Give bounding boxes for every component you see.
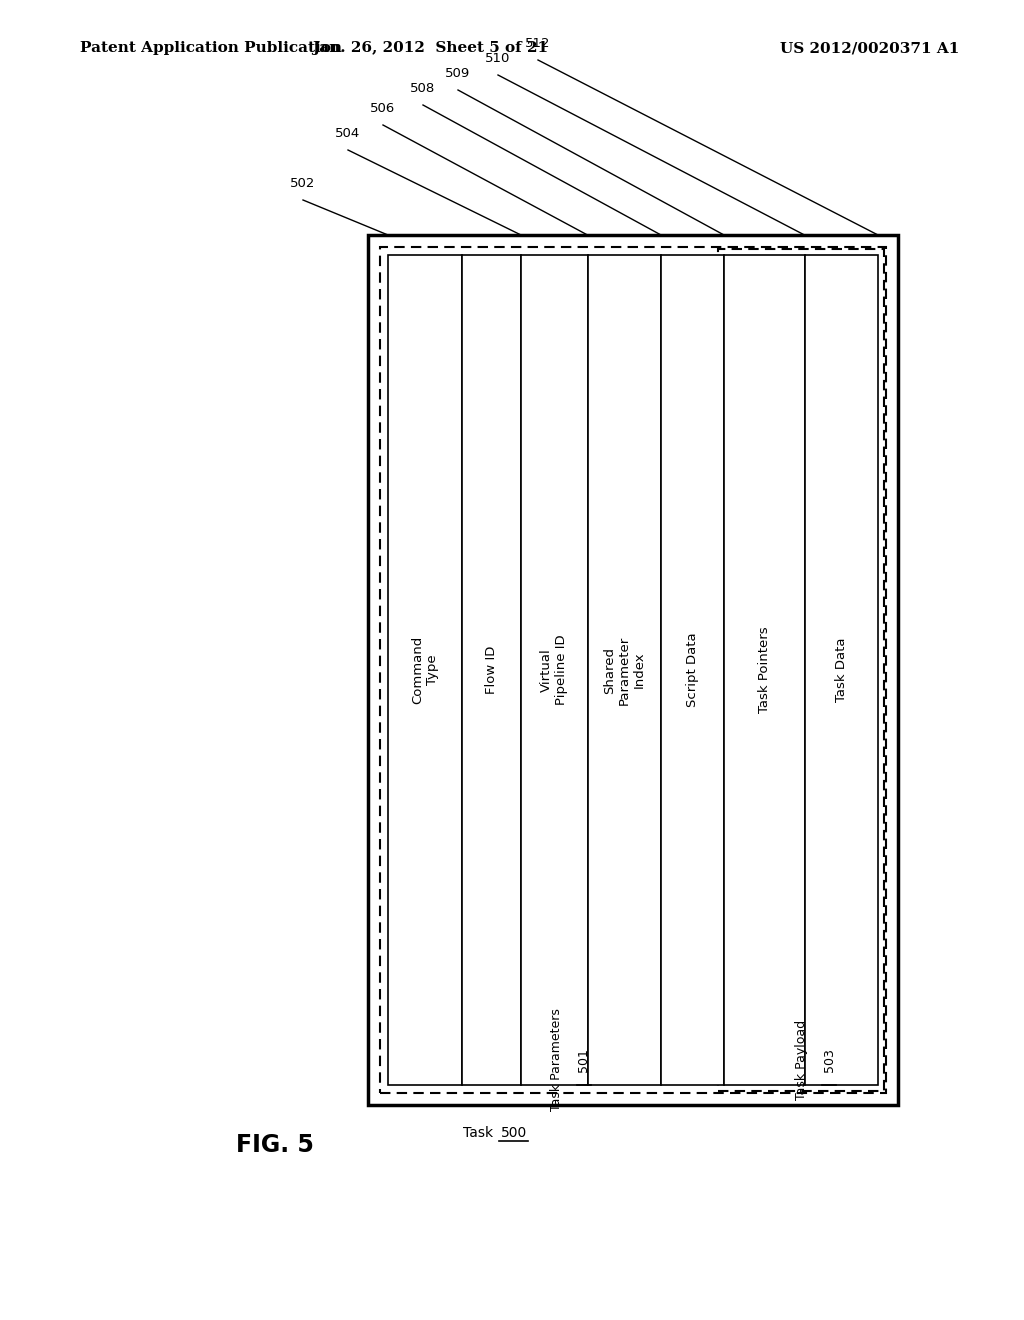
Bar	[521, 255, 588, 1085]
Bar	[662, 255, 724, 1085]
Text: Command
Type: Command Type	[411, 636, 438, 704]
Text: FIG. 5: FIG. 5	[237, 1133, 314, 1158]
Bar	[718, 249, 884, 1092]
Text: 508: 508	[411, 82, 435, 95]
Bar	[462, 255, 521, 1085]
Text: 506: 506	[371, 102, 395, 115]
Text: US 2012/0020371 A1: US 2012/0020371 A1	[780, 41, 959, 55]
Text: Patent Application Publication: Patent Application Publication	[80, 41, 342, 55]
Text: 502: 502	[291, 177, 315, 190]
Bar	[588, 255, 662, 1085]
Text: Task Parameters: Task Parameters	[550, 1008, 562, 1111]
Bar	[380, 247, 886, 1093]
Text: 504: 504	[336, 127, 360, 140]
Text: 501: 501	[578, 1048, 591, 1072]
Text: 503: 503	[822, 1048, 836, 1072]
Text: 500: 500	[501, 1126, 527, 1140]
Text: Flow ID: Flow ID	[484, 645, 498, 694]
Bar	[388, 255, 462, 1085]
Text: Virtual
Pipeline ID: Virtual Pipeline ID	[541, 635, 568, 705]
Text: Task: Task	[463, 1126, 494, 1140]
Bar	[368, 235, 898, 1105]
Bar	[805, 255, 878, 1085]
Text: Task Pointers: Task Pointers	[758, 627, 771, 713]
Bar	[724, 255, 805, 1085]
Text: Task Payload: Task Payload	[795, 1020, 808, 1100]
Text: Jan. 26, 2012  Sheet 5 of 21: Jan. 26, 2012 Sheet 5 of 21	[312, 41, 548, 55]
Text: Script Data: Script Data	[686, 632, 699, 708]
Text: 510: 510	[485, 51, 511, 65]
Text: Shared
Parameter
Index: Shared Parameter Index	[603, 635, 646, 705]
Text: 509: 509	[445, 67, 471, 81]
Text: 512: 512	[525, 37, 551, 50]
Text: Task Data: Task Data	[835, 638, 848, 702]
